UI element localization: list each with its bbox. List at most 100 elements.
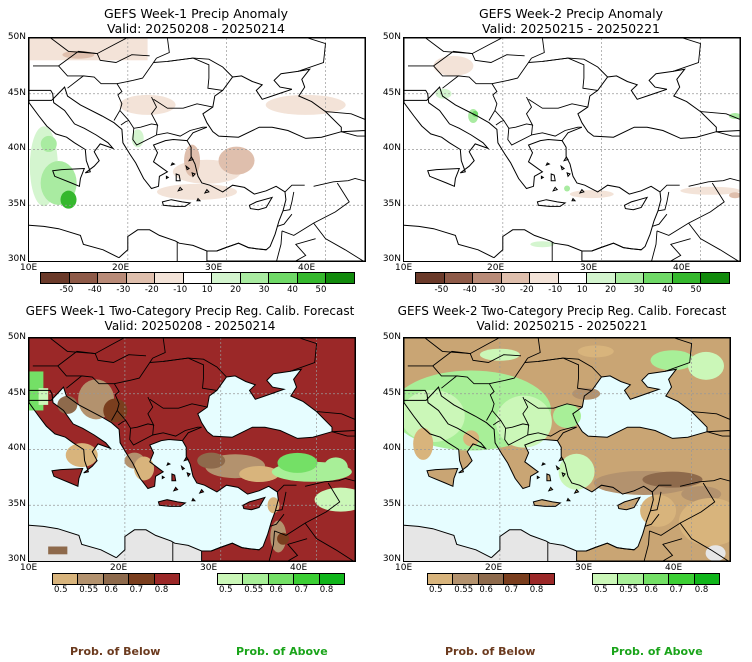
lon-label: 40E — [665, 563, 683, 573]
colorbar-swatch — [669, 574, 695, 584]
shaded-area — [323, 457, 348, 478]
colorbar-tick-label: 0.6 — [479, 585, 493, 595]
coastline — [29, 224, 120, 259]
lat-label: 35N — [7, 499, 26, 509]
colorbar-tick-label: 0.6 — [104, 585, 118, 595]
coastline — [29, 389, 113, 474]
colorbar-swatch — [41, 273, 70, 283]
prob-below-label-1: Prob. of Below — [70, 645, 161, 658]
country-border — [433, 50, 525, 67]
country-border — [651, 484, 672, 493]
anomaly-colorbar-1 — [40, 272, 355, 284]
coastline — [177, 186, 184, 192]
colorbar-swatch — [618, 574, 644, 584]
coastline — [536, 199, 567, 207]
colorbar-swatch — [98, 273, 127, 283]
country-border — [527, 424, 577, 437]
country-border — [182, 426, 202, 441]
colorbar-tick-label: 0.8 — [154, 585, 169, 595]
lat-label: 50N — [7, 32, 26, 42]
country-border — [489, 357, 529, 385]
colorbar-swatch — [501, 273, 531, 283]
country-border — [156, 38, 170, 59]
country-border — [679, 522, 730, 561]
coastline — [536, 475, 541, 480]
lat-label: 35N — [7, 199, 26, 209]
lon-label: 30E — [580, 263, 598, 273]
panel-4-title-text: GEFS Week-2 Two-Category Precip Reg. Cal… — [397, 304, 727, 318]
coastline — [52, 167, 86, 188]
colorbar-tick-label: -10 — [548, 285, 563, 295]
country-border — [276, 213, 293, 227]
lat-label: 50N — [382, 332, 401, 342]
coastline — [404, 224, 495, 259]
country-border — [691, 411, 730, 420]
lon-label: 10E — [20, 563, 38, 573]
lon-label: 10E — [395, 263, 413, 273]
country-border — [407, 365, 457, 377]
colorbar-swatch — [269, 273, 298, 283]
country-border — [561, 126, 583, 141]
country-border — [114, 357, 154, 385]
lat-label: 45N — [382, 88, 401, 98]
coastline — [29, 524, 117, 559]
colorbar-tick-label: 30 — [633, 285, 645, 295]
colorbar-tick-label: 0.7 — [129, 585, 144, 595]
country-border — [491, 57, 532, 85]
coastline — [118, 229, 267, 259]
colorbar-swatch — [154, 574, 180, 584]
colorbar-swatch — [643, 574, 670, 584]
colorbar-swatch — [444, 273, 474, 283]
shaded-area — [640, 494, 677, 527]
lon-label: 40E — [298, 263, 316, 273]
country-border — [716, 131, 740, 137]
shaded-area — [239, 466, 280, 483]
country-border — [331, 431, 355, 437]
country-border — [152, 338, 166, 359]
colorbar-tick-label: -40 — [87, 285, 102, 295]
country-border — [492, 420, 501, 426]
panel-1-valid: Valid: 20250208 - 20250214 — [106, 21, 285, 36]
colorbar-swatch — [183, 273, 213, 283]
country-border — [67, 75, 123, 121]
country-border — [313, 222, 365, 261]
colorbar-tick-label: 40 — [662, 285, 673, 295]
colorbar-swatch — [294, 574, 320, 584]
colorbar-swatch — [53, 574, 79, 584]
lat-label: 30N — [7, 554, 26, 564]
panel-4-map — [403, 337, 731, 562]
coastline — [180, 464, 186, 471]
colorbar-swatch — [78, 574, 104, 584]
colorbar-tick-label: 0.7 — [669, 585, 684, 595]
panel-1-title-text: GEFS Week-1 Precip Anomaly — [103, 6, 289, 21]
colorbar-swatch — [478, 574, 505, 584]
coastline — [404, 89, 490, 174]
crete — [162, 199, 191, 207]
country-border — [563, 357, 602, 378]
country-border — [664, 338, 693, 372]
italy — [29, 90, 113, 173]
country-border — [491, 396, 530, 429]
shaded-area — [553, 404, 581, 429]
africa — [29, 225, 207, 261]
country-border — [304, 478, 355, 487]
coastline — [427, 167, 461, 188]
crete — [158, 499, 186, 507]
country-border — [528, 57, 569, 63]
shaded-area — [38, 388, 49, 405]
country-border — [117, 420, 126, 426]
colorbar-tick-label: -50 — [59, 285, 74, 295]
panel-4-title: GEFS Week-2 Two-Category Precip Reg. Cal… — [372, 304, 752, 334]
below-colorbar-1 — [52, 573, 180, 585]
country-border — [119, 96, 159, 129]
coastline — [578, 188, 585, 194]
coastline — [566, 172, 571, 178]
country-border — [281, 182, 350, 236]
country-border — [432, 350, 522, 367]
colorbar-tick-label: 0.55 — [619, 585, 639, 595]
lon-label: 40E — [673, 263, 691, 273]
shaded-area — [569, 190, 614, 199]
colorbar-tick-label: 40 — [287, 285, 298, 295]
country-border — [672, 38, 701, 72]
crete — [537, 199, 566, 207]
